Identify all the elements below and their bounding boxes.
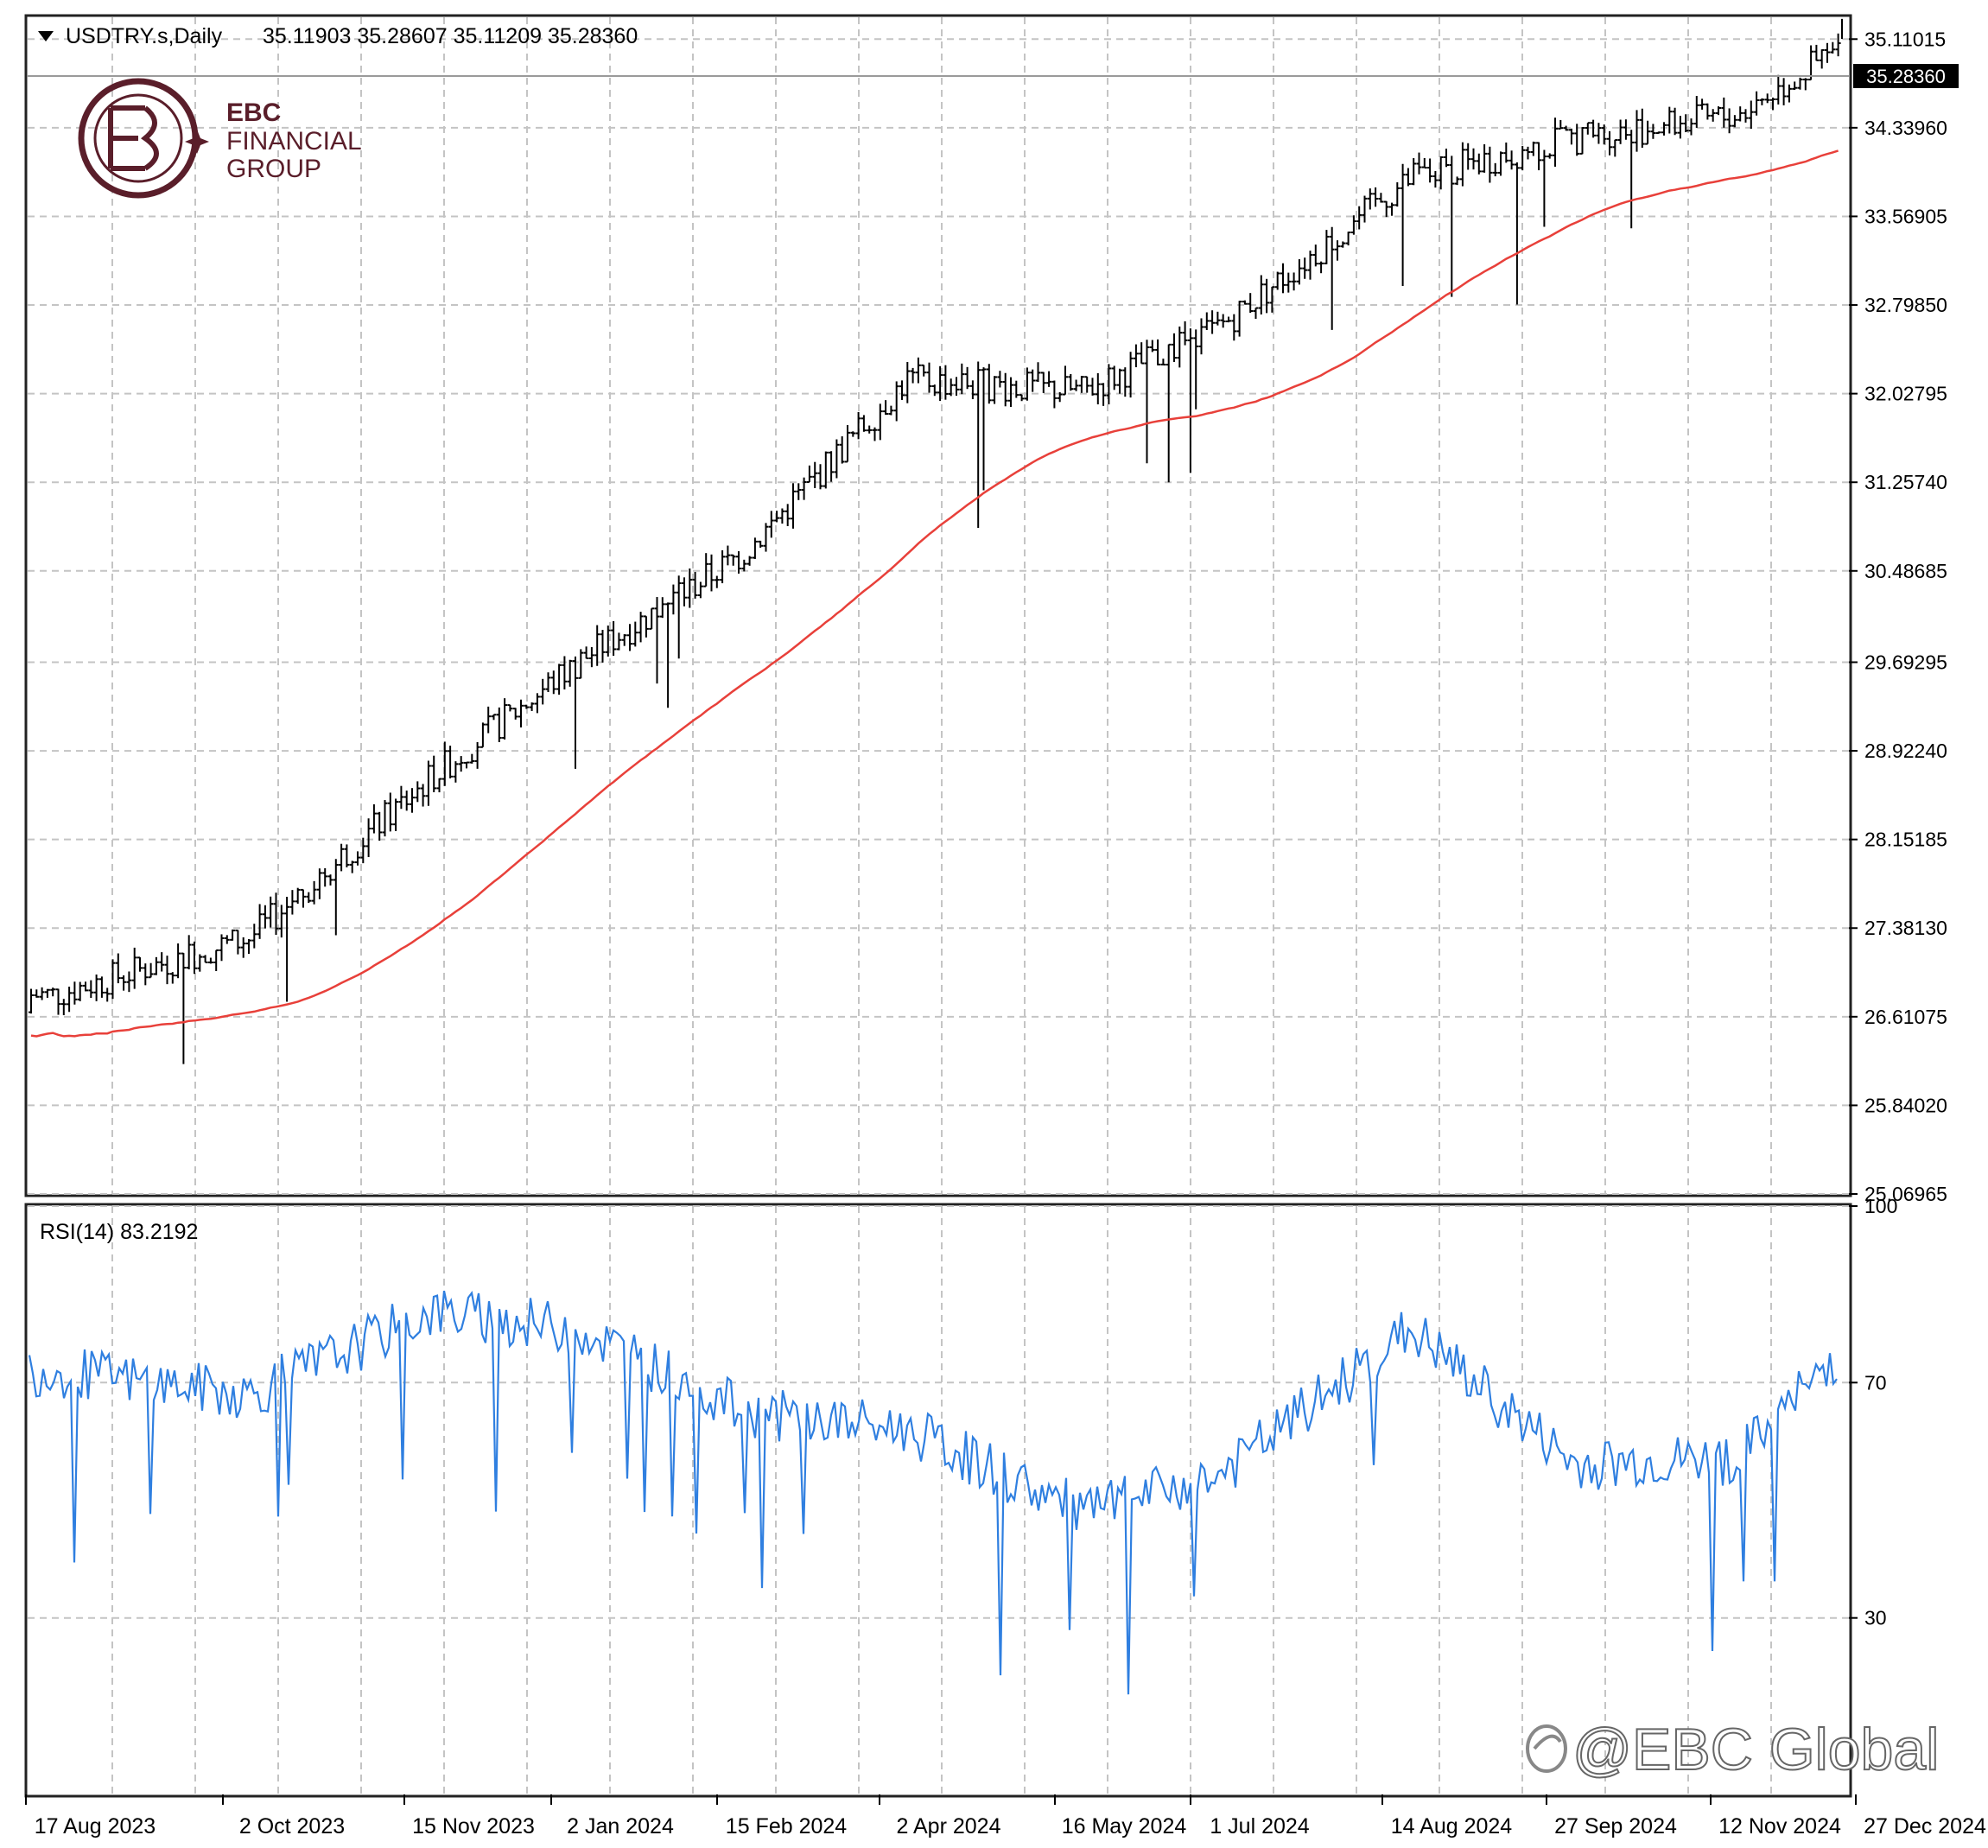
symbol-label: USDTRY.s,Daily	[66, 24, 223, 48]
date-tick-label: 27 Dec 2024	[1864, 1814, 1986, 1838]
price-tick-label: 28.15185	[1864, 829, 1947, 851]
rsi-label: RSI(14) 83.2192	[40, 1220, 198, 1244]
price-axis: 35.11015 34.33960 33.56905 32.79850 32.02795…	[1849, 28, 1947, 1205]
ohlc-label: 35.11903 35.28607 35.11209 35.28360	[263, 24, 638, 48]
price-panel-frame	[24, 14, 1852, 1197]
rsi-tick-label: 100	[1864, 1195, 1897, 1217]
date-tick-label: 2 Oct 2023	[239, 1814, 345, 1838]
price-tick-label: 25.84020	[1864, 1094, 1947, 1116]
date-tick-label: 16 May 2024	[1062, 1814, 1187, 1838]
current-price-text: 35.28360	[1866, 66, 1946, 87]
ebc-logo: EBC FINANCIAL GROUP	[78, 78, 362, 199]
price-tick-label: 32.02795	[1864, 383, 1947, 405]
price-tick-label: 27.38130	[1864, 917, 1947, 939]
price-tick-label: 31.25740	[1864, 471, 1947, 493]
rsi-line	[28, 1290, 1838, 1695]
date-tick-label: 17 Aug 2023	[35, 1814, 156, 1838]
price-tick-label: 25.06965	[1864, 1183, 1947, 1205]
date-tick-label: 2 Apr 2024	[897, 1814, 1001, 1838]
watermark: @EBC Global	[1526, 1716, 1940, 1783]
date-tick-label: 27 Sep 2024	[1554, 1814, 1677, 1838]
rsi-panel-frame	[24, 1203, 1852, 1798]
current-price-tag	[1853, 64, 1959, 88]
price-tick-label: 34.33960	[1864, 117, 1947, 139]
moving-average-line	[30, 149, 1839, 1038]
date-tick-label: 14 Aug 2024	[1391, 1814, 1513, 1838]
price-tick-label: 35.11015	[1864, 28, 1946, 50]
rsi-tick-label: 70	[1864, 1371, 1887, 1394]
triangle-down-icon[interactable]	[38, 31, 54, 41]
price-tick-label: 28.92240	[1864, 740, 1947, 762]
price-tick-label: 26.61075	[1864, 1006, 1947, 1028]
weibo-icon	[1526, 1724, 1567, 1773]
date-tick-label: 15 Nov 2023	[412, 1814, 535, 1838]
rsi-axis: 100 70 30	[1849, 1195, 1897, 1629]
rsi-tick-label: 30	[1864, 1607, 1887, 1629]
price-tick-label: 29.69295	[1864, 651, 1947, 673]
date-axis: 17 Aug 2023 2 Oct 2023 15 Nov 2023 2 Jan 20…	[25, 1794, 1986, 1838]
date-tick-label: 12 Nov 2024	[1718, 1814, 1841, 1838]
price-tick-label: 32.79850	[1864, 294, 1947, 316]
price-bars	[29, 18, 1843, 1064]
date-tick-label: 1 Jul 2024	[1210, 1814, 1309, 1838]
logo-line3: GROUP	[226, 155, 321, 183]
date-tick-label: 2 Jan 2024	[567, 1814, 674, 1838]
logo-line1: EBC	[226, 98, 281, 127]
logo-line2: FINANCIAL	[226, 127, 362, 156]
watermark-text: @EBC Global	[1572, 1717, 1939, 1782]
price-tick-label: 30.48685	[1864, 560, 1947, 582]
date-tick-label: 15 Feb 2024	[726, 1814, 847, 1838]
price-tick-label: 33.56905	[1864, 205, 1947, 227]
